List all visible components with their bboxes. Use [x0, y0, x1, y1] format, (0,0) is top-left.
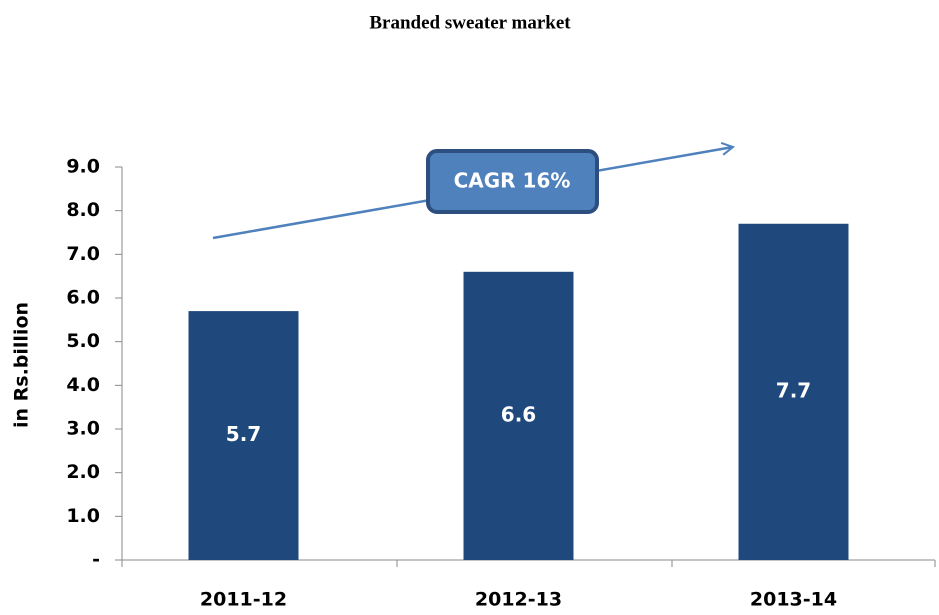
- callout-box: [426, 149, 599, 214]
- bar: [463, 271, 574, 560]
- data-label: 7.7: [776, 378, 811, 402]
- annotation: CAGR 16%: [454, 169, 571, 193]
- y-tick-label: 4.0: [66, 374, 100, 396]
- x-tick-label: 2011-12: [200, 589, 287, 611]
- bar: [738, 223, 849, 560]
- y-tick-label: 2.0: [66, 461, 100, 483]
- y-tick-label: 9.0: [66, 156, 100, 178]
- y-tick-label: 3.0: [66, 418, 100, 440]
- bar: [188, 311, 299, 560]
- y-tick-label: 1.0: [66, 505, 100, 527]
- data-label: 6.6: [501, 402, 536, 426]
- y-axis-label: in Rs.billion: [11, 302, 33, 428]
- x-tick-label: 2012-13: [475, 589, 562, 611]
- x-tick-label: 2013-14: [750, 589, 837, 611]
- y-tick-label: 5.0: [66, 330, 100, 352]
- y-tick-label: -: [92, 549, 100, 571]
- y-tick-label: 7.0: [66, 243, 100, 265]
- chart-title: Branded sweater market: [369, 12, 571, 33]
- y-tick-label: 8.0: [66, 199, 100, 221]
- data-label: 5.7: [226, 422, 261, 446]
- y-tick-label: 6.0: [66, 287, 100, 309]
